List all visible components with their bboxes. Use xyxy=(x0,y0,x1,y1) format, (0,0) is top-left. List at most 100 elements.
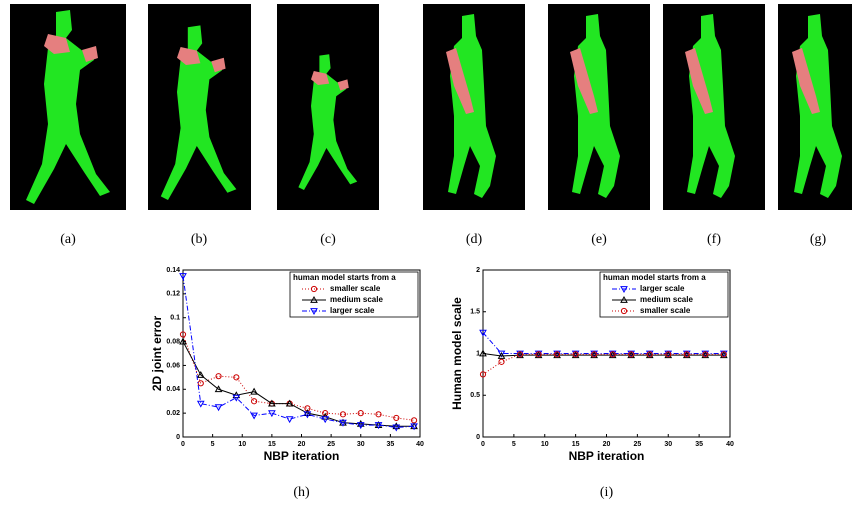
marker xyxy=(553,351,561,359)
marker xyxy=(356,422,365,430)
marker xyxy=(646,351,653,358)
y-tick-label: 0.04 xyxy=(166,386,180,393)
marker xyxy=(571,350,580,358)
legend-marker xyxy=(310,308,318,316)
marker xyxy=(498,358,505,365)
marker xyxy=(645,351,654,359)
x-tick-label: 20 xyxy=(298,441,306,448)
marker xyxy=(664,351,673,359)
caption: (i) xyxy=(600,485,614,500)
marker xyxy=(479,349,487,357)
x-tick-label: 15 xyxy=(268,441,276,448)
marker xyxy=(534,351,543,359)
marker xyxy=(479,329,487,337)
marker xyxy=(497,351,506,359)
y-tick-label: 0.5 xyxy=(470,392,480,399)
legend-label: larger scale xyxy=(330,306,375,315)
panel-label: (c) xyxy=(320,232,336,247)
caption: (h) xyxy=(293,485,310,500)
marker xyxy=(701,351,710,359)
panel-label: (b) xyxy=(191,232,208,247)
marker xyxy=(339,411,347,418)
y-axis-label: 2D joint error xyxy=(150,316,164,392)
x-tick-label: 0 xyxy=(481,441,485,448)
marker xyxy=(357,410,364,417)
marker xyxy=(196,400,205,408)
marker xyxy=(591,351,598,358)
marker xyxy=(392,424,401,432)
y-tick-label: 0.1 xyxy=(170,315,180,322)
x-axis-label: NBP iteration xyxy=(569,449,645,463)
x-axis-label: NBP iteration xyxy=(264,449,340,463)
marker xyxy=(682,351,691,359)
marker xyxy=(356,419,365,427)
marker xyxy=(233,374,240,381)
panel-label: (e) xyxy=(591,232,607,247)
x-tick-label: 15 xyxy=(572,441,580,448)
legend-title: human model starts from a xyxy=(603,273,706,282)
x-tick-label: 40 xyxy=(726,441,734,448)
marker xyxy=(214,385,223,393)
series-line xyxy=(482,353,724,357)
marker xyxy=(516,350,524,358)
x-tick-label: 10 xyxy=(238,441,246,448)
marker xyxy=(374,422,383,430)
marker xyxy=(535,351,542,358)
marker xyxy=(682,350,691,358)
legend-marker xyxy=(620,295,628,303)
marker xyxy=(516,351,524,358)
legend-marker xyxy=(620,286,628,294)
y-tick-label: 0.02 xyxy=(166,410,180,417)
marker xyxy=(590,351,598,359)
legend-label: larger scale xyxy=(640,284,685,293)
x-tick-label: 5 xyxy=(512,441,516,448)
marker xyxy=(627,351,636,359)
legend-label: medium scale xyxy=(640,295,693,304)
marker xyxy=(285,416,294,424)
marker xyxy=(179,331,187,338)
x-tick-label: 10 xyxy=(541,441,549,448)
legend-marker xyxy=(310,285,318,293)
marker xyxy=(719,350,728,358)
marker xyxy=(627,350,636,358)
marker xyxy=(702,351,709,358)
panel-label: (a) xyxy=(60,232,76,247)
marker xyxy=(268,410,276,418)
x-tick-label: 35 xyxy=(695,441,703,448)
marker xyxy=(410,423,418,431)
marker xyxy=(608,350,617,358)
marker xyxy=(215,373,222,380)
y-axis-label: Human model scale xyxy=(450,297,464,410)
marker xyxy=(701,350,710,358)
marker xyxy=(268,399,276,407)
legend-title: human model starts from a xyxy=(293,273,396,282)
legend-label: medium scale xyxy=(330,295,383,304)
marker xyxy=(608,351,617,359)
x-tick-label: 40 xyxy=(416,441,424,448)
marker xyxy=(720,351,727,358)
marker xyxy=(628,351,635,358)
marker xyxy=(375,411,382,418)
marker xyxy=(534,350,543,358)
marker xyxy=(179,273,187,280)
marker xyxy=(665,351,672,358)
x-tick-label: 25 xyxy=(327,441,335,448)
marker xyxy=(393,414,400,422)
y-tick-label: 1 xyxy=(476,350,480,357)
marker xyxy=(197,380,204,387)
marker xyxy=(572,351,579,358)
marker xyxy=(303,411,312,419)
marker xyxy=(571,351,580,359)
marker xyxy=(321,416,330,424)
panel-label: (g) xyxy=(810,232,827,247)
x-tick-label: 20 xyxy=(603,441,611,448)
y-tick-label: 2 xyxy=(476,267,480,274)
marker xyxy=(232,394,241,402)
marker xyxy=(410,417,418,424)
marker xyxy=(645,350,654,358)
y-tick-label: 0.14 xyxy=(166,267,180,274)
marker xyxy=(250,387,258,395)
y-tick-label: 0.12 xyxy=(166,291,180,298)
marker xyxy=(250,412,258,420)
